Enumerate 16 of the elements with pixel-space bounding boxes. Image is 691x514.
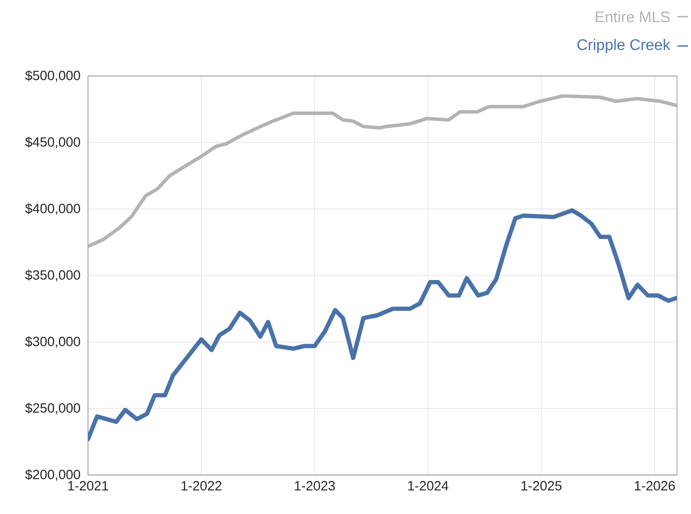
x-tick-label: 1-2026 [634,481,675,490]
x-tick-label: 1-2022 [182,481,222,490]
x-tick-label: 1-2023 [294,481,335,490]
y-tick-label: $200,000 [25,469,80,481]
x-tick-label: 1-2025 [522,481,562,490]
y-tick-label: $300,000 [25,336,80,348]
legend-label: Cripple Creek [577,38,670,54]
y-tick-label: $250,000 [25,402,80,414]
y-tick-label: $350,000 [25,270,80,282]
y-tick-label: $450,000 [25,136,80,148]
legend-label: Entire MLS [596,11,670,22]
y-tick-label: $400,000 [25,203,80,215]
x-tick-label: 1-2021 [68,481,108,490]
x-tick-label: 1-2024 [408,481,448,490]
y-tick-label: $500,000 [25,70,80,82]
line-series [88,208,678,442]
